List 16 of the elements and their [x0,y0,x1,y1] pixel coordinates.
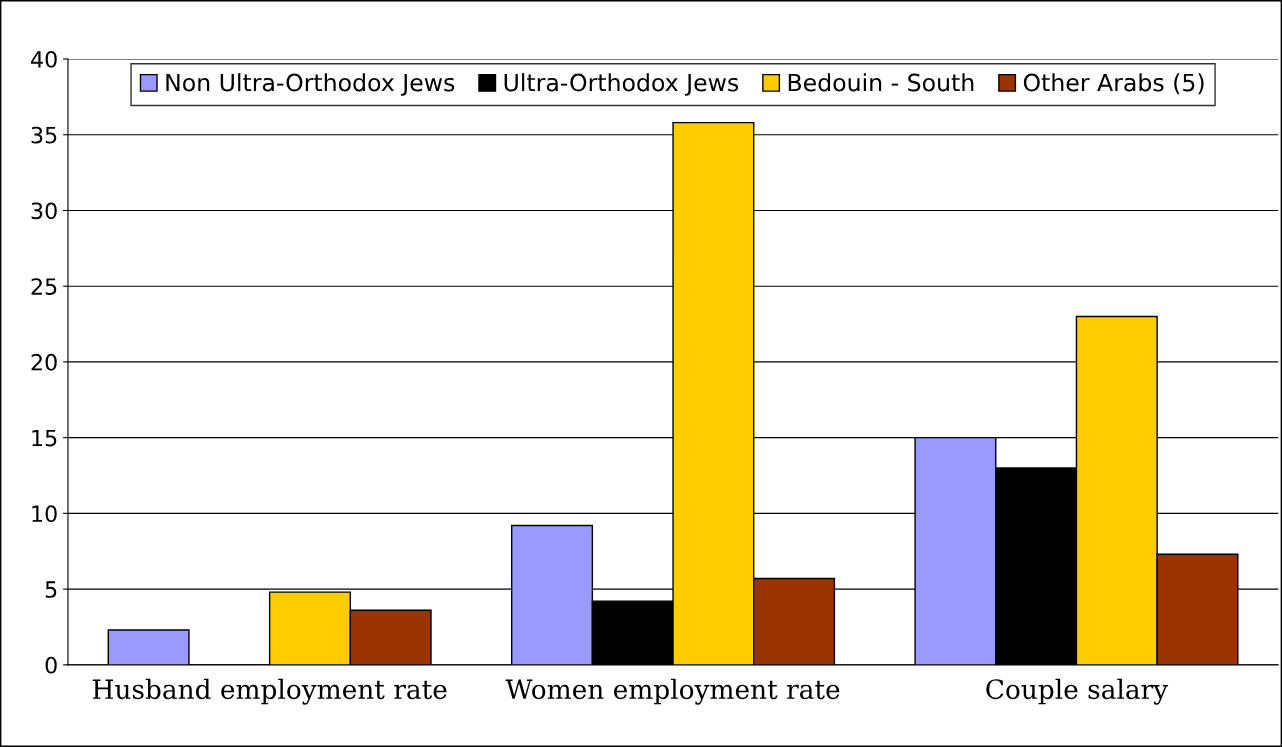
y-tick-label: 20 [31,353,57,371]
x-tick-label: Husband employment rate [92,678,447,705]
x-tick-label: Couple salary [986,678,1169,705]
legend-label: Other Arabs (5) [1023,73,1204,95]
y-tick-label: 25 [31,278,57,295]
y-tick-label: 10 [32,505,57,523]
legend-label: Bedouin - South [788,73,974,92]
y-tick-label: 5 [45,581,57,598]
y-tick-label: 40 [31,50,57,68]
legend-label: Non Ultra-Orthodox Jews [166,73,455,96]
legend-label: Ultra-Orthodox Jews [504,73,739,96]
y-tick-label: 15 [32,429,57,447]
x-tick-label: Women employment rate [505,678,840,705]
y-tick-label: 0 [45,656,57,674]
y-tick-label: 30 [31,202,57,220]
y-tick-label: 35 [31,126,57,144]
